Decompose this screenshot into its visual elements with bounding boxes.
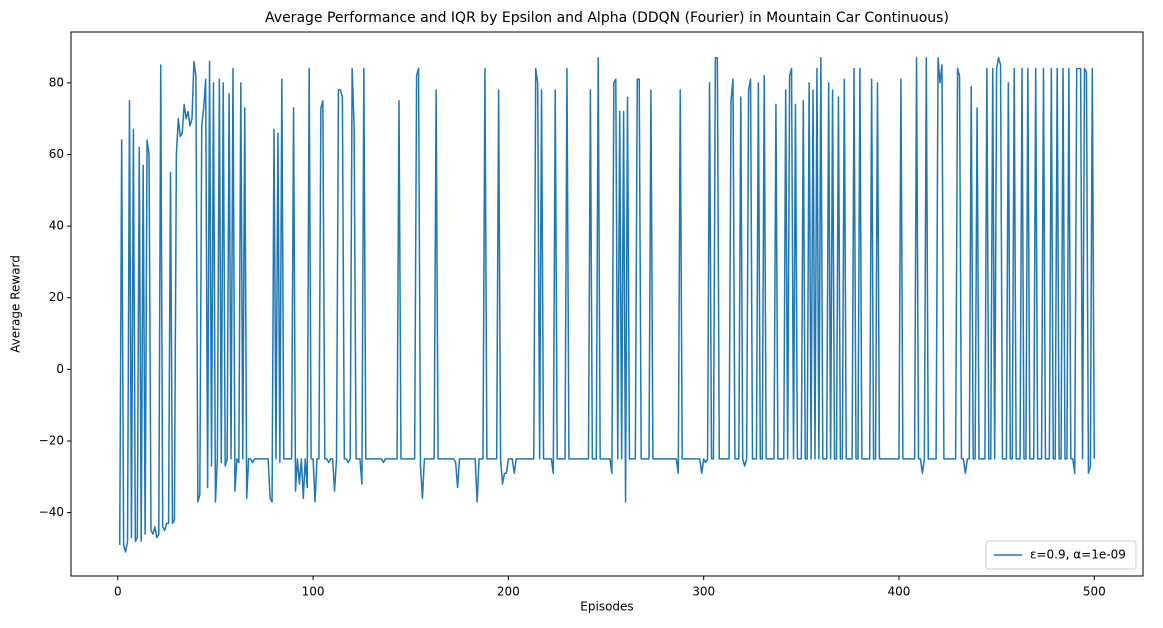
x-tick-label: 400	[888, 585, 911, 599]
legend-label: ε=0.9, α=1e-09	[1030, 548, 1126, 562]
y-tick-label: −40	[39, 505, 64, 519]
y-axis-label: Average Reward	[9, 255, 23, 353]
x-tick-label: 200	[497, 585, 520, 599]
legend-box	[985, 540, 1137, 570]
y-tick-label: 0	[56, 362, 64, 376]
x-tick-label: 300	[692, 585, 715, 599]
x-tick-label: 100	[302, 585, 325, 599]
y-tick-label: 40	[49, 219, 64, 233]
x-tick-label: 0	[114, 585, 122, 599]
plot-frame	[70, 31, 1144, 577]
y-tick-label: −20	[39, 433, 64, 447]
x-axis-label: Episodes	[580, 600, 633, 614]
x-tick-label: 500	[1083, 585, 1106, 599]
y-tick-label: 80	[49, 75, 64, 89]
data-line	[118, 57, 1096, 553]
y-tick-label: 20	[49, 290, 64, 304]
y-tick-label: 60	[49, 147, 64, 161]
chart-title: Average Performance and IQR by Epsilon a…	[265, 10, 949, 26]
